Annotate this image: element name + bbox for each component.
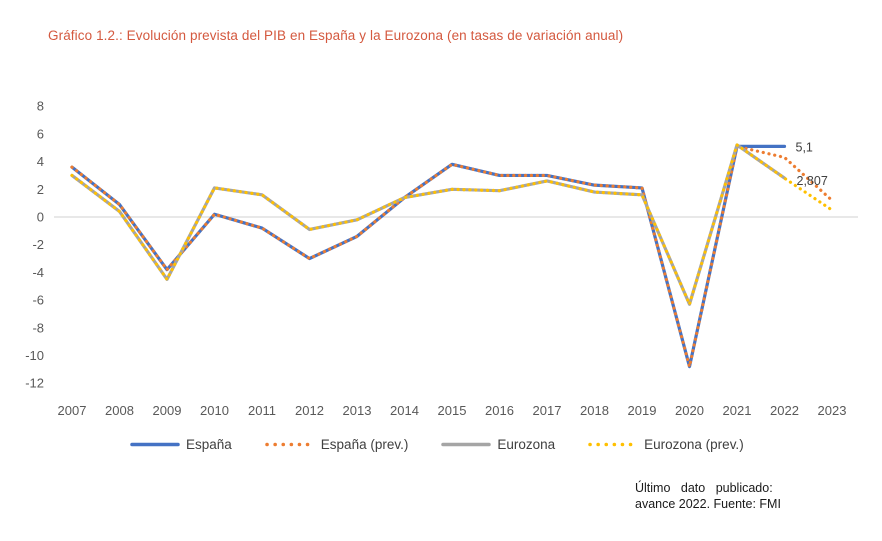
legend-swatch-solid-line bbox=[130, 442, 180, 446]
y-axis-tick-label: -6 bbox=[32, 293, 44, 308]
y-axis-tick-label: 8 bbox=[37, 99, 44, 114]
y-axis-tick-label: 2 bbox=[37, 182, 44, 197]
chart-title: Gráfico 1.2.: Evolución prevista del PIB… bbox=[48, 28, 624, 43]
x-axis-tick-label: 2016 bbox=[485, 403, 514, 418]
legend-item: Eurozona (prev.) bbox=[588, 437, 744, 452]
x-axis-tick-label: 2012 bbox=[295, 403, 324, 418]
x-axis-tick-label: 2019 bbox=[628, 403, 657, 418]
legend-item: Eurozona bbox=[441, 437, 555, 452]
legend-swatch-solid-line bbox=[441, 442, 492, 446]
y-axis-tick-label: -8 bbox=[32, 320, 44, 335]
series-eurozona-prev bbox=[70, 143, 834, 306]
legend-item: España bbox=[130, 437, 232, 452]
source-note-line2: avance 2022. Fuente: FMI bbox=[635, 496, 781, 511]
x-axis-tick-label: 2022 bbox=[770, 403, 799, 418]
data-label: 2,807 bbox=[797, 174, 828, 188]
y-axis-tick-label: 4 bbox=[37, 154, 44, 169]
source-note: Último dato publicado: avance 2022. Fuen… bbox=[635, 481, 801, 512]
x-axis-tick-label: 2020 bbox=[675, 403, 704, 418]
y-axis-tick-label: -12 bbox=[25, 376, 44, 391]
y-axis-tick-label: 0 bbox=[37, 210, 44, 225]
legend-label: España bbox=[186, 436, 232, 452]
source-note-line1: Último dato publicado: bbox=[635, 481, 773, 495]
x-axis-tick-label: 2023 bbox=[818, 403, 847, 418]
y-axis-tick-label: -4 bbox=[32, 265, 44, 280]
legend-label: Eurozona bbox=[497, 436, 556, 452]
x-axis-tick-label: 2021 bbox=[723, 403, 752, 418]
x-axis-tick-label: 2011 bbox=[248, 403, 276, 418]
x-axis-tick-label: 2014 bbox=[390, 403, 419, 418]
x-axis-tick-label: 2009 bbox=[153, 403, 182, 418]
legend-label: Eurozona (prev.) bbox=[644, 436, 744, 452]
legend-swatch-dotted-line bbox=[265, 442, 315, 446]
x-axis-tick-label: 2017 bbox=[533, 403, 562, 418]
series-eurozona bbox=[70, 143, 787, 306]
legend-item: España (prev.) bbox=[265, 436, 409, 452]
legend-swatch-dotted-line bbox=[588, 442, 638, 446]
x-axis-tick-label: 2007 bbox=[58, 403, 87, 418]
x-axis-tick-label: 2013 bbox=[343, 403, 372, 418]
legend-label: España (prev.) bbox=[320, 436, 409, 452]
x-axis-tick-label: 2015 bbox=[438, 403, 467, 418]
x-axis-tick-label: 2018 bbox=[580, 403, 609, 418]
x-axis-tick-label: 2010 bbox=[200, 403, 229, 418]
series-espa-a-prev bbox=[70, 144, 834, 369]
y-axis-tick-label: -10 bbox=[25, 348, 44, 363]
y-axis-tick-label: 6 bbox=[37, 126, 44, 141]
x-axis-tick-label: 2008 bbox=[105, 403, 134, 418]
y-axis-tick-label: -2 bbox=[32, 237, 44, 252]
data-label: 5,1 bbox=[796, 140, 813, 154]
chart-legend: España España (prev.) Eurozona Eurozona (pr… bbox=[130, 435, 744, 453]
